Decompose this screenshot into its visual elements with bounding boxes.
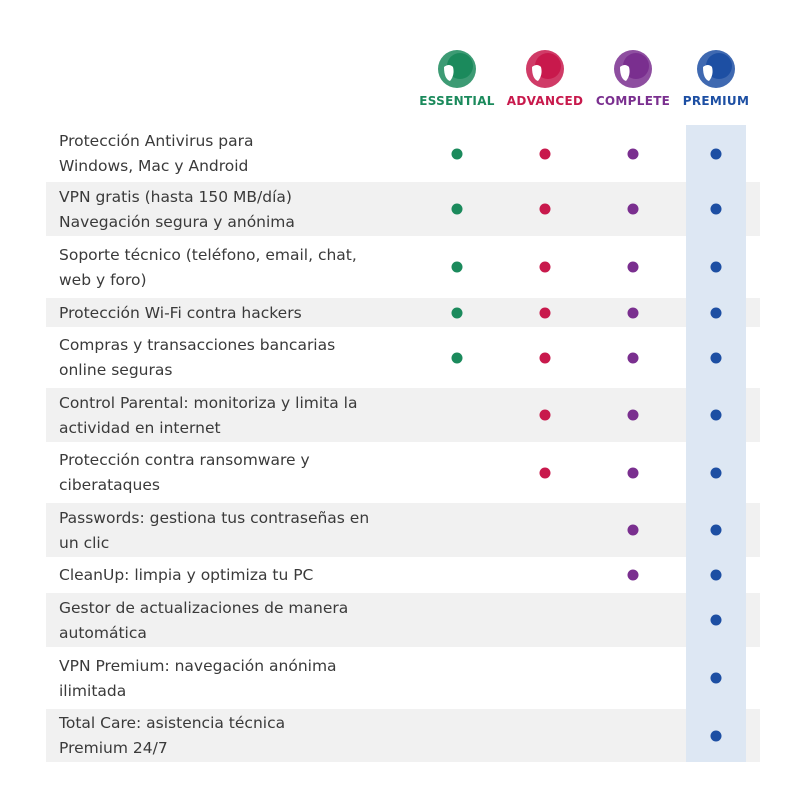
plan-name: COMPLETE	[595, 94, 671, 108]
feature-text: Total Care: asistencia técnica	[59, 714, 286, 732]
feature-text: ciberataques	[59, 476, 160, 494]
included-dot	[539, 307, 551, 318]
included-dot	[627, 569, 639, 581]
included-dot	[627, 148, 639, 159]
plan-logo	[614, 50, 652, 88]
row-background	[46, 298, 760, 327]
feature-text: automática	[59, 623, 147, 642]
included-dot	[539, 467, 551, 478]
included-dot	[451, 261, 463, 273]
included-dot	[710, 524, 722, 536]
feature-text: Windows, Mac y Android	[59, 157, 249, 175]
feature-text: Premium 24/7	[59, 739, 168, 757]
included-dot	[627, 203, 639, 215]
included-dot	[451, 307, 463, 318]
included-dot	[710, 148, 722, 159]
feature-text: Navegación segura y anónima	[59, 212, 295, 231]
feature-text: Gestor de actualizaciones de manera	[59, 598, 349, 617]
included-dot	[627, 307, 639, 318]
included-dot	[627, 409, 639, 421]
feature-text: CleanUp: limpia y optimiza tu PC	[59, 566, 314, 584]
feature-text: Soporte técnico (teléfono, email, chat,	[59, 245, 357, 264]
feature-text: web y foro)	[59, 270, 147, 289]
plan-logo	[438, 50, 476, 88]
row-background	[46, 503, 760, 557]
included-dot	[451, 148, 463, 159]
row-background	[46, 182, 760, 236]
included-dot	[627, 352, 639, 363]
feature-text: Control Parental: monitoriza y limita la	[59, 393, 358, 412]
included-dot	[710, 614, 722, 626]
feature-text: un clic	[59, 533, 110, 552]
plan-logo	[526, 50, 564, 88]
feature-text: Protección Wi-Fi contra hackers	[59, 303, 302, 322]
feature-text: actividad en internet	[59, 418, 221, 437]
plan-logo	[697, 50, 735, 88]
included-dot	[710, 467, 722, 478]
included-dot	[710, 203, 722, 215]
feature-text: Protección contra ransomware y	[59, 451, 310, 469]
included-dot	[627, 467, 639, 478]
included-dot	[710, 352, 722, 363]
included-dot	[539, 148, 551, 159]
plan-name: PREMIUM	[682, 94, 750, 108]
row-background	[46, 709, 760, 762]
included-dot	[451, 203, 463, 215]
premium-highlight	[686, 125, 746, 762]
included-dot	[627, 524, 639, 536]
included-dot	[710, 730, 722, 741]
included-dot	[539, 261, 551, 273]
feature-text: online seguras	[59, 361, 173, 379]
feature-text: VPN Premium: navegación anónima	[59, 656, 337, 675]
included-dot	[710, 409, 722, 421]
included-dot	[710, 261, 722, 273]
plan-name: ADVANCED	[506, 94, 584, 108]
included-dot	[627, 261, 639, 273]
included-dot	[539, 203, 551, 215]
feature-text: ilimitada	[59, 681, 127, 700]
plan-name: ESSENTIAL	[419, 94, 495, 108]
feature-text: VPN gratis (hasta 150 MB/día)	[59, 187, 292, 206]
row-background	[46, 388, 760, 442]
included-dot	[539, 352, 551, 363]
row-background	[46, 593, 760, 647]
feature-text: Compras y transacciones bancarias	[59, 336, 336, 354]
included-dot	[710, 672, 722, 684]
included-dot	[451, 352, 463, 363]
feature-text: Protección Antivirus para	[59, 132, 254, 150]
included-dot	[539, 409, 551, 421]
included-dot	[710, 569, 722, 581]
feature-text: Passwords: gestiona tus contraseñas en	[59, 508, 370, 527]
included-dot	[710, 307, 722, 318]
